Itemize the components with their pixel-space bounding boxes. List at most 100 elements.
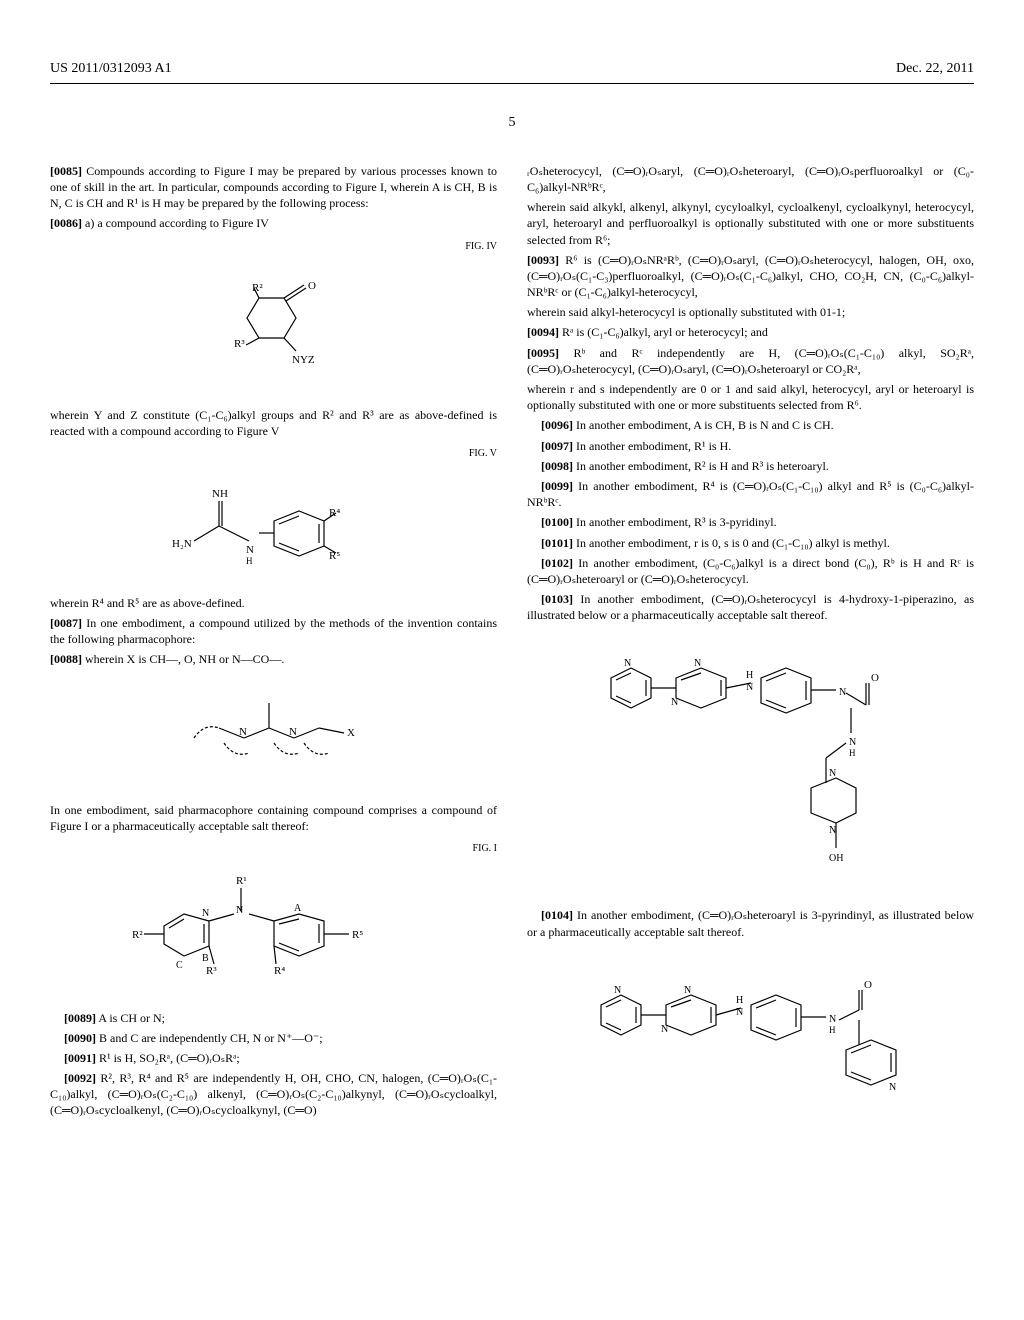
para-number: [0086]	[50, 216, 82, 230]
para-text: R², R³, R⁴ and R⁵ are independently H, O…	[50, 1071, 497, 1117]
left-column: [0085] Compounds according to Figure I m…	[50, 163, 497, 1124]
svg-text:N: N	[661, 1024, 668, 1035]
para-number: [0090]	[64, 1031, 96, 1045]
para-text: Rᵇ and Rᶜ independently are H, (C═O)ᵣOₛ(…	[527, 346, 974, 376]
svg-text:R²: R²	[252, 282, 263, 294]
svg-text:C: C	[176, 960, 183, 971]
svg-text:N: N	[849, 737, 856, 748]
svg-text:N: N	[839, 687, 846, 698]
para-text: In another embodiment, R³ is 3-pyridinyl…	[576, 515, 777, 529]
svg-text:N: N	[236, 905, 243, 916]
para-number: [0100]	[541, 515, 573, 529]
svg-text:N: N	[239, 726, 247, 738]
chemical-structure-piperazino: N N N H N O N N H N N OH	[527, 633, 974, 893]
paragraph: [0091] R¹ is H, SO₂Rᵃ, (C═O)ᵣOₛRᵃ;	[50, 1050, 497, 1066]
para-text: R⁶ is (C═O)ᵣOₛNRᵃRᵇ, (C═O)ᵣOₛaryl, (C═O)…	[527, 253, 974, 299]
para-number: [0097]	[541, 439, 573, 453]
para-text: In another embodiment, (C₀-C₆)alkyl is a…	[527, 556, 974, 586]
para-number: [0104]	[541, 908, 573, 922]
svg-text:N: N	[246, 544, 254, 556]
paragraph: [0099] In another embodiment, R⁴ is (C═O…	[527, 478, 974, 510]
svg-text:N: N	[614, 985, 621, 996]
paragraph: [0095] Rᵇ and Rᶜ independently are H, (C…	[527, 345, 974, 377]
svg-text:NYZ: NYZ	[292, 354, 315, 366]
svg-text:NH: NH	[212, 488, 228, 500]
para-text: Compounds according to Figure I may be p…	[50, 164, 497, 210]
svg-text:N: N	[746, 682, 753, 693]
para-number: [0102]	[541, 556, 573, 570]
paragraph: [0096] In another embodiment, A is CH, B…	[527, 417, 974, 433]
chemical-structure-pharmacophore: N N X	[50, 678, 497, 788]
para-number: [0094]	[527, 325, 559, 339]
para-text: wherein X is CH—, O, NH or N—CO—.	[85, 652, 284, 666]
paragraph: [0085] Compounds according to Figure I m…	[50, 163, 497, 212]
paragraph: ᵣOₛheterocycyl, (C═O)ᵣOₛaryl, (C═O)ᵣOₛhe…	[527, 163, 974, 195]
paragraph: wherein R⁴ and R⁵ are as above-defined.	[50, 595, 497, 611]
svg-text:N: N	[694, 658, 701, 669]
para-number: [0095]	[527, 346, 559, 360]
svg-text:R³: R³	[234, 338, 245, 350]
svg-text:H: H	[736, 995, 743, 1006]
svg-text:N: N	[829, 768, 836, 779]
paragraph: [0102] In another embodiment, (C₀-C₆)alk…	[527, 555, 974, 587]
para-number: [0091]	[64, 1051, 96, 1065]
svg-text:N: N	[829, 825, 836, 836]
paragraph: [0088] wherein X is CH—, O, NH or N—CO—.	[50, 651, 497, 667]
paragraph: In one embodiment, said pharmacophore co…	[50, 802, 497, 834]
para-text: In another embodiment, R¹ is H.	[576, 439, 731, 453]
svg-text:H: H	[849, 748, 856, 758]
paragraph: wherein said alkykl, alkenyl, alkynyl, c…	[527, 199, 974, 248]
paragraph: [0092] R², R³, R⁴ and R⁵ are independent…	[50, 1070, 497, 1119]
para-number: [0085]	[50, 164, 82, 178]
para-number: [0103]	[541, 592, 573, 606]
para-number: [0093]	[527, 253, 559, 267]
svg-text:R⁴: R⁴	[274, 965, 285, 977]
page-header: US 2011/0312093 A1 Dec. 22, 2011	[50, 60, 974, 84]
header-right: Dec. 22, 2011	[896, 60, 974, 79]
svg-text:H: H	[829, 1025, 836, 1035]
paragraph: [0097] In another embodiment, R¹ is H.	[527, 438, 974, 454]
para-number: [0088]	[50, 652, 82, 666]
para-text: In another embodiment, R⁴ is (C═O)ᵣOₛ(C₁…	[527, 479, 974, 509]
right-column: ᵣOₛheterocycyl, (C═O)ᵣOₛaryl, (C═O)ᵣOₛhe…	[527, 163, 974, 1124]
chemical-structure-fig4: O R² R³ NYZ	[50, 263, 497, 393]
svg-text:N: N	[671, 697, 678, 708]
svg-text:X: X	[347, 727, 355, 739]
svg-text:N: N	[624, 658, 631, 669]
para-text: In one embodiment, a compound utilized b…	[50, 616, 497, 646]
para-text: In another embodiment, r is 0, s is 0 an…	[576, 536, 890, 550]
para-number: [0096]	[541, 418, 573, 432]
paragraph: [0103] In another embodiment, (C═O)ᵣOₛhe…	[527, 591, 974, 623]
paragraph: [0090] B and C are independently CH, N o…	[50, 1030, 497, 1046]
paragraph: [0098] In another embodiment, R² is H an…	[527, 458, 974, 474]
svg-text:R⁵: R⁵	[352, 929, 363, 941]
paragraph: [0093] R⁶ is (C═O)ᵣOₛNRᵃRᵇ, (C═O)ᵣOₛaryl…	[527, 252, 974, 301]
para-text: R¹ is H, SO₂Rᵃ, (C═O)ᵣOₛRᵃ;	[99, 1051, 240, 1065]
para-number: [0092]	[64, 1071, 96, 1085]
figure-label: FIG. IV	[50, 240, 497, 254]
paragraph: [0104] In another embodiment, (C═O)ᵣOₛhe…	[527, 907, 974, 939]
para-number: [0099]	[541, 479, 573, 493]
svg-text:N: N	[202, 908, 209, 919]
svg-text:H₂N: H₂N	[172, 538, 192, 550]
paragraph: [0100] In another embodiment, R³ is 3-py…	[527, 514, 974, 530]
paragraph: [0087] In one embodiment, a compound uti…	[50, 615, 497, 647]
para-text: In another embodiment, R² is H and R³ is…	[576, 459, 829, 473]
header-left: US 2011/0312093 A1	[50, 60, 172, 79]
svg-text:O: O	[864, 979, 872, 991]
para-text: a) a compound according to Figure IV	[85, 216, 269, 230]
svg-text:O: O	[871, 672, 879, 684]
para-number: [0087]	[50, 616, 82, 630]
paragraph: [0089] A is CH or N;	[50, 1010, 497, 1026]
svg-text:N: N	[736, 1007, 743, 1018]
svg-text:H: H	[246, 556, 253, 566]
svg-text:H: H	[746, 670, 753, 681]
svg-text:N: N	[684, 985, 691, 996]
page-number: 5	[50, 114, 974, 133]
para-text: In another embodiment, (C═O)ᵣOₛheterocyc…	[527, 592, 974, 622]
chemical-structure-fig1: R² C B N N R¹ A R³ R⁴ R⁵	[50, 866, 497, 996]
two-column-layout: [0085] Compounds according to Figure I m…	[50, 163, 974, 1124]
paragraph: wherein said alkyl-heterocycyl is option…	[527, 304, 974, 320]
paragraph: [0101] In another embodiment, r is 0, s …	[527, 535, 974, 551]
svg-text:N: N	[889, 1082, 896, 1093]
